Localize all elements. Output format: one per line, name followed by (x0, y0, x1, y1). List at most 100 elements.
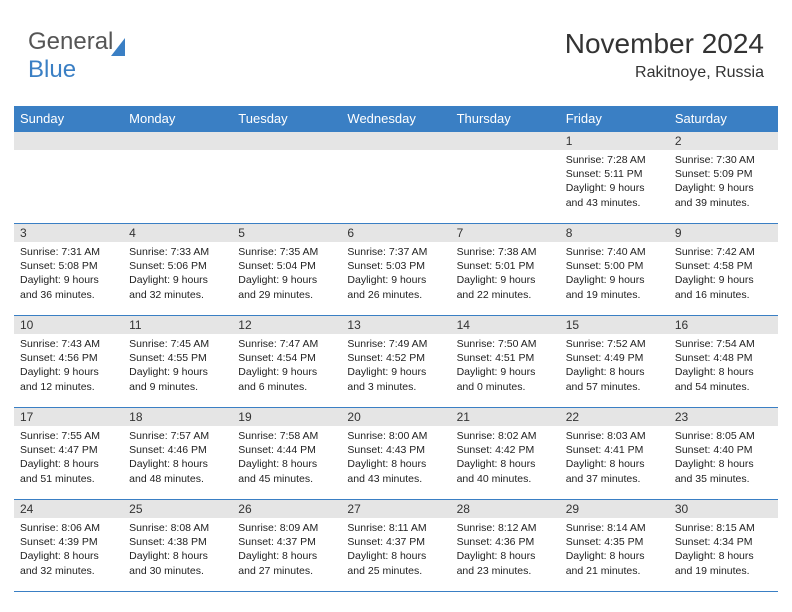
sunset-line: Sunset: 5:06 PM (129, 259, 226, 273)
daylight-line: Daylight: 8 hours and 54 minutes. (675, 365, 772, 393)
calendar-day-cell: 20Sunrise: 8:00 AMSunset: 4:43 PMDayligh… (341, 408, 450, 500)
sunrise-line: Sunrise: 7:42 AM (675, 245, 772, 259)
calendar-day-cell: 29Sunrise: 8:14 AMSunset: 4:35 PMDayligh… (560, 500, 669, 592)
day-details: Sunrise: 8:09 AMSunset: 4:37 PMDaylight:… (232, 518, 341, 582)
day-details: Sunrise: 7:47 AMSunset: 4:54 PMDaylight:… (232, 334, 341, 398)
day-details: Sunrise: 8:02 AMSunset: 4:42 PMDaylight:… (451, 426, 560, 490)
date-number: 26 (232, 500, 341, 518)
calendar-day-cell: 8Sunrise: 7:40 AMSunset: 5:00 PMDaylight… (560, 224, 669, 316)
day-details: Sunrise: 8:14 AMSunset: 4:35 PMDaylight:… (560, 518, 669, 582)
calendar-day-cell: 15Sunrise: 7:52 AMSunset: 4:49 PMDayligh… (560, 316, 669, 408)
day-details: Sunrise: 7:54 AMSunset: 4:48 PMDaylight:… (669, 334, 778, 398)
calendar-day-cell: 12Sunrise: 7:47 AMSunset: 4:54 PMDayligh… (232, 316, 341, 408)
daylight-line: Daylight: 8 hours and 30 minutes. (129, 549, 226, 577)
brand-part1: General (28, 28, 113, 55)
sunset-line: Sunset: 4:35 PM (566, 535, 663, 549)
date-number: 15 (560, 316, 669, 334)
daylight-line: Daylight: 9 hours and 9 minutes. (129, 365, 226, 393)
calendar-table: SundayMondayTuesdayWednesdayThursdayFrid… (14, 106, 778, 592)
sunrise-line: Sunrise: 7:55 AM (20, 429, 117, 443)
day-details: Sunrise: 7:52 AMSunset: 4:49 PMDaylight:… (560, 334, 669, 398)
sunset-line: Sunset: 5:11 PM (566, 167, 663, 181)
daylight-line: Daylight: 8 hours and 35 minutes. (675, 457, 772, 485)
date-number: 27 (341, 500, 450, 518)
day-details: Sunrise: 7:31 AMSunset: 5:08 PMDaylight:… (14, 242, 123, 306)
day-details: Sunrise: 8:08 AMSunset: 4:38 PMDaylight:… (123, 518, 232, 582)
calendar-empty-cell (14, 132, 123, 224)
sunrise-line: Sunrise: 7:28 AM (566, 153, 663, 167)
calendar-day-cell: 1Sunrise: 7:28 AMSunset: 5:11 PMDaylight… (560, 132, 669, 224)
daylight-line: Daylight: 8 hours and 37 minutes. (566, 457, 663, 485)
daylight-line: Daylight: 9 hours and 16 minutes. (675, 273, 772, 301)
calendar-week-row: 1Sunrise: 7:28 AMSunset: 5:11 PMDaylight… (14, 132, 778, 224)
sunset-line: Sunset: 5:08 PM (20, 259, 117, 273)
daylight-line: Daylight: 8 hours and 27 minutes. (238, 549, 335, 577)
calendar-day-cell: 5Sunrise: 7:35 AMSunset: 5:04 PMDaylight… (232, 224, 341, 316)
sunset-line: Sunset: 4:37 PM (347, 535, 444, 549)
daylight-line: Daylight: 9 hours and 0 minutes. (457, 365, 554, 393)
date-strip-empty (232, 132, 341, 150)
sunrise-line: Sunrise: 7:38 AM (457, 245, 554, 259)
day-details: Sunrise: 7:55 AMSunset: 4:47 PMDaylight:… (14, 426, 123, 490)
sunrise-line: Sunrise: 8:05 AM (675, 429, 772, 443)
sunrise-line: Sunrise: 8:00 AM (347, 429, 444, 443)
date-number: 23 (669, 408, 778, 426)
daylight-line: Daylight: 8 hours and 45 minutes. (238, 457, 335, 485)
triangle-icon (111, 38, 125, 56)
day-details: Sunrise: 7:42 AMSunset: 4:58 PMDaylight:… (669, 242, 778, 306)
sunset-line: Sunset: 4:40 PM (675, 443, 772, 457)
date-number: 22 (560, 408, 669, 426)
sunrise-line: Sunrise: 7:33 AM (129, 245, 226, 259)
sunset-line: Sunset: 4:38 PM (129, 535, 226, 549)
calendar-day-cell: 23 Sunrise: 8:05 AMSunset: 4:40 PMDayligh… (669, 408, 778, 500)
calendar-day-cell: 6Sunrise: 7:37 AMSunset: 5:03 PMDaylight… (341, 224, 450, 316)
day-header: Friday (560, 106, 669, 132)
calendar-day-cell: 25Sunrise: 8:08 AMSunset: 4:38 PMDayligh… (123, 500, 232, 592)
sunset-line: Sunset: 4:48 PM (675, 351, 772, 365)
day-details: Sunrise: 7:28 AMSunset: 5:11 PMDaylight:… (560, 150, 669, 214)
daylight-line: Daylight: 8 hours and 51 minutes. (20, 457, 117, 485)
date-number: 13 (341, 316, 450, 334)
date-number: 12 (232, 316, 341, 334)
calendar-day-cell: 17Sunrise: 7:55 AMSunset: 4:47 PMDayligh… (14, 408, 123, 500)
date-number: 24 (14, 500, 123, 518)
sunset-line: Sunset: 4:41 PM (566, 443, 663, 457)
brand-part2: Blue (28, 56, 76, 83)
header-right: November 2024 Rakitnoye, Russia (565, 28, 764, 82)
day-header-row: SundayMondayTuesdayWednesdayThursdayFrid… (14, 106, 778, 132)
daylight-line: Daylight: 8 hours and 23 minutes. (457, 549, 554, 577)
day-header: Monday (123, 106, 232, 132)
calendar-day-cell: 2Sunrise: 7:30 AMSunset: 5:09 PMDaylight… (669, 132, 778, 224)
daylight-line: Daylight: 9 hours and 6 minutes. (238, 365, 335, 393)
sunrise-line: Sunrise: 8:06 AM (20, 521, 117, 535)
calendar-day-cell: 21Sunrise: 8:02 AMSunset: 4:42 PMDayligh… (451, 408, 560, 500)
day-details: Sunrise: 7:49 AMSunset: 4:52 PMDaylight:… (341, 334, 450, 398)
day-details: Sunrise: 7:43 AMSunset: 4:56 PMDaylight:… (14, 334, 123, 398)
date-number: 3 (14, 224, 123, 242)
calendar-week-row: 17Sunrise: 7:55 AMSunset: 4:47 PMDayligh… (14, 408, 778, 500)
sunset-line: Sunset: 4:58 PM (675, 259, 772, 273)
date-number: 9 (669, 224, 778, 242)
daylight-line: Daylight: 8 hours and 25 minutes. (347, 549, 444, 577)
sunset-line: Sunset: 4:42 PM (457, 443, 554, 457)
day-details: Sunrise: 8:00 AMSunset: 4:43 PMDaylight:… (341, 426, 450, 490)
day-header: Saturday (669, 106, 778, 132)
sunrise-line: Sunrise: 8:02 AM (457, 429, 554, 443)
day-details: Sunrise: 8:06 AMSunset: 4:39 PMDaylight:… (14, 518, 123, 582)
sunset-line: Sunset: 4:44 PM (238, 443, 335, 457)
sunset-line: Sunset: 4:55 PM (129, 351, 226, 365)
daylight-line: Daylight: 9 hours and 3 minutes. (347, 365, 444, 393)
daylight-line: Daylight: 9 hours and 12 minutes. (20, 365, 117, 393)
daylight-line: Daylight: 8 hours and 21 minutes. (566, 549, 663, 577)
sunrise-line: Sunrise: 7:35 AM (238, 245, 335, 259)
sunrise-line: Sunrise: 7:50 AM (457, 337, 554, 351)
month-title: November 2024 (565, 28, 764, 60)
daylight-line: Daylight: 9 hours and 36 minutes. (20, 273, 117, 301)
date-strip-empty (341, 132, 450, 150)
daylight-line: Daylight: 9 hours and 39 minutes. (675, 181, 772, 209)
day-details: Sunrise: 7:45 AMSunset: 4:55 PMDaylight:… (123, 334, 232, 398)
date-number: 11 (123, 316, 232, 334)
sunrise-line: Sunrise: 7:47 AM (238, 337, 335, 351)
daylight-line: Daylight: 8 hours and 57 minutes. (566, 365, 663, 393)
date-number: 4 (123, 224, 232, 242)
